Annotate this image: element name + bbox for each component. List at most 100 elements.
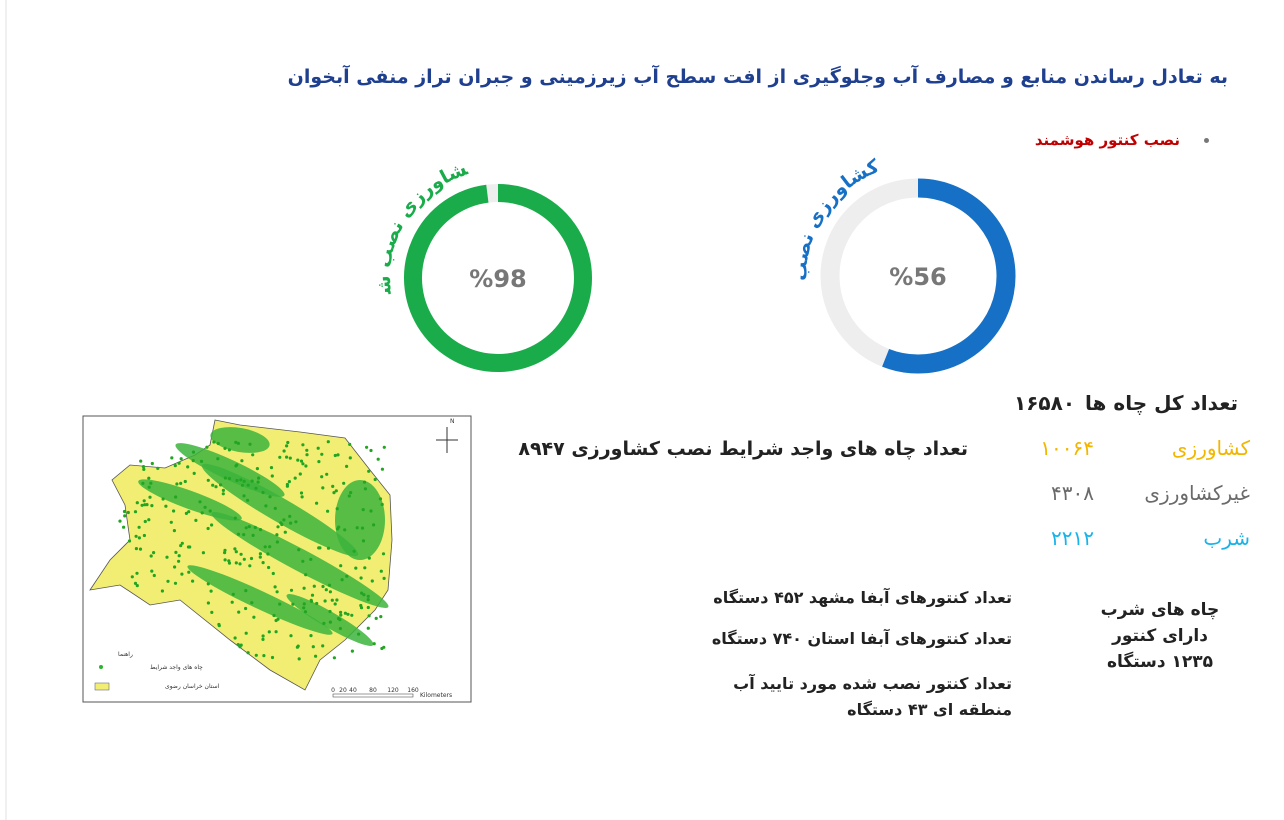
- bullet-heading: نصب کنتور هوشمند: [1034, 131, 1180, 149]
- well-dot: [278, 455, 282, 459]
- well-dot: [244, 631, 248, 635]
- well-dot: [366, 605, 370, 610]
- well-dot: [210, 610, 214, 615]
- well-dot: [373, 477, 377, 482]
- well-dot: [175, 482, 179, 486]
- well-dot: [234, 550, 238, 554]
- meter-line: تعداد کنتورهای آبفا استان ۷۴۰ دستگاه: [711, 629, 1012, 648]
- well-dot: [326, 546, 331, 550]
- well-dot: [223, 548, 227, 552]
- well-dot: [250, 479, 254, 483]
- well-dot: [221, 488, 225, 492]
- well-dot: [276, 525, 280, 529]
- well-dot: [236, 643, 240, 647]
- well-dot: [258, 552, 262, 556]
- well-dot: [217, 622, 221, 627]
- well-dot: [150, 504, 154, 508]
- well-dot: [147, 518, 151, 522]
- well-dot: [275, 590, 279, 594]
- well-dot: [206, 582, 210, 586]
- well-dot: [135, 584, 139, 588]
- legend-dot: [99, 665, 103, 669]
- well-dot: [201, 551, 205, 555]
- donuts: %98کشاورزی نصب شده %56غیرکشاورزی نصب شده: [0, 0, 1016, 374]
- well-dot: [236, 532, 241, 536]
- well-dot: [261, 490, 265, 495]
- well-dot: [169, 520, 173, 524]
- well-dot: [134, 547, 138, 551]
- well-dot: [299, 459, 304, 463]
- well-dot: [289, 521, 293, 525]
- well-dot: [348, 442, 352, 446]
- well-dot: [191, 579, 195, 583]
- well-dot: [334, 489, 338, 493]
- map-north: N: [450, 418, 455, 425]
- well-dot: [301, 462, 305, 466]
- well-dot: [322, 621, 326, 626]
- well-dot: [194, 518, 198, 523]
- well-dot: [268, 545, 272, 549]
- well-dot: [369, 448, 373, 453]
- well-dot: [367, 556, 371, 560]
- well-dot: [328, 590, 332, 594]
- well-dot: [320, 452, 324, 456]
- well-dot: [326, 509, 330, 513]
- well-dot: [294, 520, 298, 524]
- well-dot: [378, 497, 383, 501]
- well-dot: [247, 525, 251, 529]
- donut-arc: [404, 184, 592, 372]
- well-dot: [361, 539, 366, 543]
- well-dot: [321, 486, 325, 490]
- well-dot: [295, 645, 299, 649]
- eligible-wells: تعداد چاه های واجد شرایط نصب کشاورزی ۸۹۴…: [518, 438, 968, 460]
- well-dot: [253, 525, 257, 530]
- well-dot: [305, 453, 309, 457]
- well-dot: [206, 478, 210, 482]
- well-dot: [352, 549, 356, 553]
- scale-label: 120: [387, 687, 399, 694]
- well-dot: [302, 606, 306, 610]
- well-dot: [142, 467, 146, 471]
- well-dot: [317, 460, 321, 464]
- well-dot: [203, 505, 207, 509]
- well-dot: [254, 486, 258, 490]
- well-dot: [291, 602, 295, 606]
- well-dot: [261, 634, 265, 638]
- well-dot: [369, 509, 373, 513]
- row-value: ۱۰۰۶۴: [1040, 436, 1094, 460]
- well-dot: [315, 501, 319, 505]
- well-dot: [249, 556, 254, 561]
- well-dot: [145, 503, 149, 507]
- well-cluster: [210, 427, 270, 453]
- well-dot: [336, 453, 340, 457]
- well-dot: [234, 561, 238, 565]
- well-dot: [296, 458, 300, 462]
- well-dot: [227, 448, 231, 452]
- well-dot: [230, 600, 234, 604]
- well-dot: [283, 530, 287, 534]
- total-label: تعداد کل چاه ها: [1085, 391, 1238, 415]
- well-dot: [244, 606, 248, 611]
- well-dot: [223, 446, 227, 450]
- well-dot: [297, 657, 301, 661]
- well-dot: [314, 654, 318, 658]
- well-dot: [279, 521, 283, 525]
- well-dot: [212, 440, 216, 444]
- scale-unit: Kilometers: [420, 692, 452, 699]
- well-dot: [276, 617, 280, 621]
- well-dot: [223, 476, 227, 480]
- well-dot: [135, 571, 139, 575]
- well-dot: [242, 494, 246, 498]
- well-dot: [242, 479, 246, 483]
- well-dot: [263, 545, 267, 549]
- well-dot: [122, 509, 127, 514]
- donut-arc: [882, 178, 1016, 374]
- well-dot: [293, 476, 297, 480]
- well-dot: [246, 651, 250, 655]
- well-dot: [186, 545, 191, 549]
- scale-label: 20: [339, 687, 347, 694]
- well-dot: [177, 461, 181, 465]
- well-dot: [251, 533, 255, 538]
- well-dot: [258, 555, 262, 559]
- well-dot: [206, 526, 210, 531]
